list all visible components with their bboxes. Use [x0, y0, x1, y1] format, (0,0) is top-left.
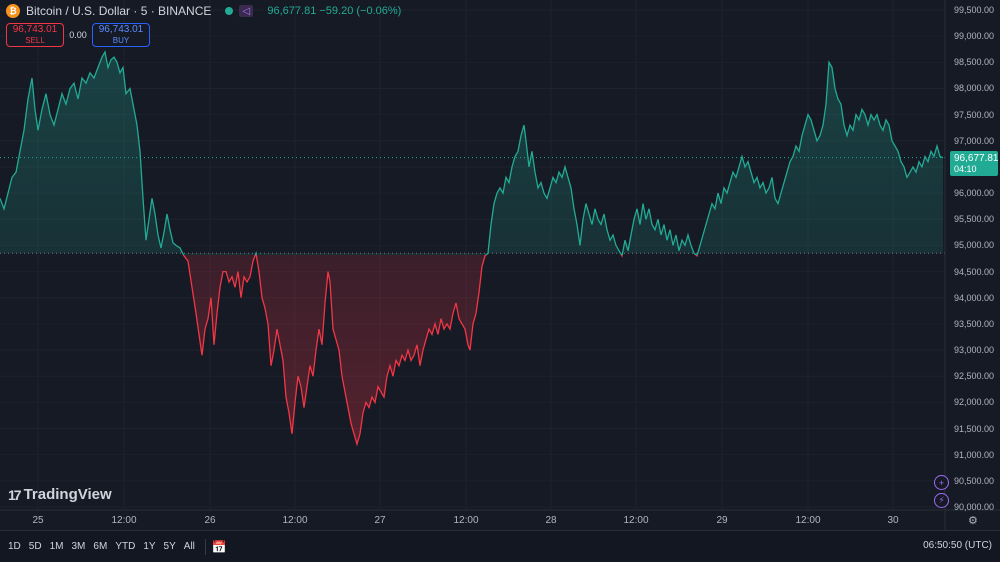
area-below-baseline	[183, 255, 698, 445]
time-axis-tick: 29	[716, 515, 728, 526]
market-open-dot-icon	[225, 7, 234, 15]
price-axis-tick: 96,000.00	[953, 188, 994, 199]
range-button-5y[interactable]: 5Y	[163, 541, 176, 552]
time-axis-tick: 12:00	[453, 515, 479, 526]
range-button-1y[interactable]: 1Y	[143, 541, 156, 552]
calendar-icon[interactable]: 📅	[211, 539, 227, 554]
price-axis-tick: 98,000.00	[953, 83, 994, 94]
tradingview-logo-icon: 17	[8, 486, 22, 503]
symbol-title[interactable]: Bitcoin / U.S. Dollar · 5 · BINANCE	[26, 4, 212, 18]
sell-label: SELL	[25, 36, 45, 45]
bitcoin-icon: ₿	[6, 4, 20, 18]
utc-clock[interactable]: 06:50:50 (UTC)	[923, 540, 992, 551]
price-line-segment-up	[0, 50, 944, 255]
price-axis-tick: 93,000.00	[953, 345, 994, 356]
symbol-badge-icon[interactable]: ◁	[239, 5, 254, 17]
time-axis-tick: 12:00	[111, 515, 137, 526]
price-axis-tick: 92,500.00	[953, 371, 994, 382]
area-fill-up	[0, 51, 943, 255]
date-range-buttons: 1D 5D 1M 3M 6M YTD 1Y 5Y All	[8, 541, 203, 552]
price-axis-tick: 95,000.00	[953, 240, 994, 251]
time-axis-tick: 12:00	[282, 515, 308, 526]
last-price-value: 96,677.81	[954, 152, 999, 164]
range-button-1m[interactable]: 1M	[49, 541, 64, 552]
plus-icon[interactable]: +	[934, 475, 949, 490]
price-axis-tick: 98,500.00	[953, 57, 994, 68]
symbol-header[interactable]: ₿ Bitcoin / U.S. Dollar · 5 · BINANCE ◁ …	[6, 4, 401, 18]
price-axis-tick: 97,500.00	[953, 109, 994, 120]
buy-price: 96,743.01	[98, 24, 144, 35]
time-axis-tick: 28	[545, 515, 557, 526]
price-axis-tick: 92,000.00	[953, 397, 994, 408]
time-axis-tick: 26	[204, 515, 216, 526]
price-axis-tick: 94,000.00	[953, 292, 994, 303]
gear-icon[interactable]: ⚙	[968, 515, 978, 527]
range-button-all[interactable]: All	[183, 541, 195, 552]
price-axis-tick: 99,000.00	[953, 31, 994, 42]
time-axis-tick: 30	[887, 515, 899, 526]
flash-icon[interactable]: ⚡	[934, 493, 949, 508]
sell-button[interactable]: 96,743.01 SELL	[6, 23, 64, 47]
price-axis-tick: 94,500.00	[953, 266, 994, 277]
price-chart[interactable]	[0, 0, 1000, 530]
time-axis-tick: 12:00	[623, 515, 649, 526]
range-button-5d[interactable]: 5D	[28, 541, 42, 552]
range-button-6m[interactable]: 6M	[93, 541, 108, 552]
price-axis-tick: 99,500.00	[953, 5, 994, 15]
tradingview-logo[interactable]: 17 TradingView	[8, 486, 112, 503]
price-line-up	[0, 50, 944, 255]
price-axis-tick: 95,500.00	[953, 214, 994, 225]
range-button-3m[interactable]: 3M	[71, 541, 86, 552]
last-price-label: 96,677.81 04:10	[950, 150, 999, 176]
time-axis-tick: 12:00	[795, 515, 821, 526]
time-axis-tick: 27	[374, 515, 386, 526]
price-axis-tick: 91,500.00	[953, 423, 994, 434]
ohlc-values: 96,677.81 −59.20 (−0.06%)	[267, 5, 402, 17]
price-axis-tick: 90,000.00	[953, 502, 994, 512]
toolbar-divider	[204, 538, 206, 555]
price-axis-tick: 91,000.00	[953, 449, 994, 460]
time-axis-tick: 25	[32, 515, 44, 526]
spread-value: 0.00	[69, 30, 87, 40]
bottom-toolbar: 1D 5D 1M 3M 6M YTD 1Y 5Y All 📅 06:50:50 (UTC)	[0, 530, 1000, 562]
price-axis-tick: 93,500.00	[953, 318, 994, 329]
price-axis-tick: 90,500.00	[953, 475, 994, 486]
area-above-baseline	[0, 51, 943, 255]
range-button-ytd[interactable]: YTD	[115, 541, 136, 552]
trade-panel: 96,743.01 SELL 0.00 96,743.01 BUY	[6, 23, 150, 47]
price-axis-tick: 97,000.00	[953, 135, 994, 146]
sell-price: 96,743.01	[12, 24, 58, 35]
tradingview-logo-text: TradingView	[23, 486, 112, 503]
buy-button[interactable]: 96,743.01 BUY	[92, 23, 150, 47]
bar-countdown: 04:10	[954, 163, 977, 174]
range-button-1d[interactable]: 1D	[8, 541, 21, 552]
area-fill-down	[183, 255, 698, 445]
buy-label: BUY	[112, 36, 130, 45]
